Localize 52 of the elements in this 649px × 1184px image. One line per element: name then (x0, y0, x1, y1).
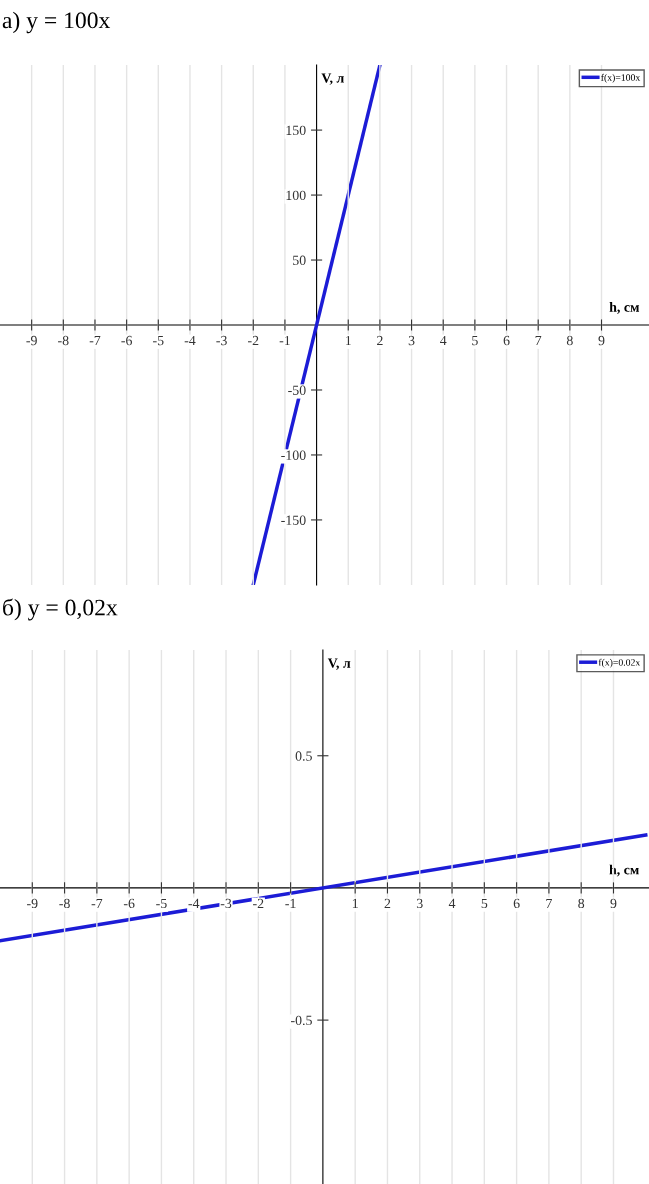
x-tick-label: 3 (408, 335, 415, 346)
chart-title: б) y = 0,02x (3, 598, 118, 621)
x-tick-label: -1 (279, 335, 290, 346)
x-tick-label: -9 (27, 898, 38, 909)
y-tick-label: 100 (286, 190, 306, 201)
x-tick-label: 7 (546, 898, 552, 908)
x-tick-label: -5 (156, 898, 167, 909)
y-axis-title: V, л (321, 73, 344, 85)
x-tick-label: 4 (448, 898, 456, 908)
y-tick-label: 50 (293, 255, 306, 265)
x-tick-label: 7 (535, 335, 542, 346)
y-tick-label: -150 (281, 515, 306, 525)
x-axis-title: h, см (609, 864, 639, 877)
x-tick-label: -6 (121, 335, 132, 346)
x-tick-label: 2 (384, 898, 391, 908)
x-axis-title: h, см (609, 302, 640, 314)
x-tick-label: 9 (598, 335, 605, 346)
y-tick-label: 0.5 (295, 751, 312, 761)
x-tick-label: 3 (416, 898, 423, 909)
y-tick-label: -100 (281, 450, 306, 460)
y-tick-label: 150 (286, 125, 306, 136)
x-tick-label: 2 (377, 335, 383, 346)
legend-label: f(x)=100x (601, 73, 641, 83)
x-tick-label: 4 (440, 335, 447, 346)
x-tick-label: 1 (352, 898, 358, 908)
legend-label: f(x)=0.02x (598, 658, 641, 668)
x-tick-label: -7 (91, 898, 103, 908)
x-tick-label: 9 (610, 898, 617, 909)
x-tick-label: -7 (89, 335, 101, 346)
x-tick-label: -9 (26, 335, 37, 346)
x-tick-label: 6 (513, 898, 520, 909)
x-tick-label: -2 (248, 335, 259, 346)
x-tick-label: -3 (216, 335, 227, 346)
x-tick-label: -1 (285, 898, 296, 908)
x-tick-label: -6 (123, 898, 135, 909)
x-tick-label: -4 (184, 335, 196, 346)
x-tick-label: 6 (503, 335, 510, 346)
x-tick-label: 5 (481, 898, 488, 909)
x-tick-label: 8 (566, 335, 573, 346)
x-tick-label: -8 (58, 335, 69, 346)
y-axis-title: V, л (327, 658, 351, 670)
x-tick-label: -8 (59, 898, 70, 909)
x-tick-label: -3 (220, 898, 232, 909)
x-tick-label: 8 (578, 898, 585, 909)
x-tick-label: 1 (345, 335, 351, 346)
x-tick-label: -4 (188, 898, 200, 908)
x-tick-label: -2 (253, 898, 264, 908)
chart-title: а) y = 100x (2, 11, 111, 34)
x-tick-label: 5 (472, 335, 478, 346)
y-tick-label: -50 (288, 385, 306, 395)
y-tick-label: -0.5 (291, 1015, 312, 1026)
x-tick-label: -5 (153, 335, 164, 346)
